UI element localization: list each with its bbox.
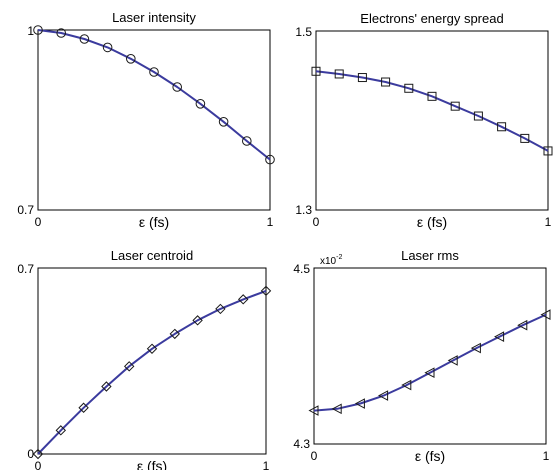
data-point-marker	[331, 403, 342, 415]
chart-1: Laser intensity 0.7 1 0 1 ε (fs)	[17, 10, 275, 230]
y-tick-label: 1.3	[295, 203, 312, 217]
data-point-marker	[33, 25, 43, 35]
data-point-marker	[450, 101, 460, 111]
chart-title: Laser rms	[401, 248, 459, 263]
x-axis-label: ε (fs)	[415, 448, 445, 464]
data-point-marker	[517, 319, 528, 331]
series-line	[37, 289, 267, 455]
x-tick-label: 1	[267, 215, 274, 229]
data-point-marker	[447, 355, 458, 366]
data-point-marker	[354, 398, 365, 409]
data-point-marker	[497, 122, 507, 132]
axes-box	[313, 267, 547, 445]
data-point-marker	[32, 448, 44, 460]
y-multiplier-base: x10	[320, 256, 337, 267]
data-point-marker	[470, 342, 481, 354]
x-tick-label: 1	[543, 449, 550, 463]
data-point-marker	[401, 379, 412, 391]
x-tick-label: 0	[311, 449, 318, 463]
chart-4: Laser rms 4.3 4.5 0 1 ε (fs) x10-2	[293, 248, 551, 464]
data-point-marker	[378, 390, 389, 401]
x-tick-label: 1	[263, 459, 270, 470]
chart-2: Electrons' energy spread 1.3 1.5 0 1 ε (fs)	[295, 11, 553, 230]
x-tick-label: 0	[35, 215, 42, 229]
y-multiplier: x10-2	[320, 254, 342, 267]
data-point-marker	[334, 69, 344, 79]
chart-3: Laser centroid 0 0.7 0 1 ε (fs)	[17, 248, 272, 470]
series-line	[313, 313, 547, 412]
x-axis-label: ε (fs)	[137, 458, 167, 470]
data-point-marker	[169, 328, 181, 340]
y-tick-label: 0	[27, 447, 34, 461]
series-line	[315, 70, 549, 152]
data-point-marker	[146, 343, 158, 354]
y-tick-label: 1	[27, 24, 34, 38]
data-point-marker	[195, 99, 206, 109]
data-point-marker	[242, 136, 252, 146]
data-point-marker	[123, 361, 135, 372]
data-point-marker	[494, 331, 505, 342]
data-point-marker	[102, 42, 113, 53]
data-point-marker	[192, 315, 203, 326]
data-point-marker	[78, 402, 89, 413]
data-point-marker	[237, 294, 249, 305]
data-point-marker	[56, 28, 67, 38]
data-point-marker	[404, 83, 414, 93]
data-point-marker	[543, 146, 553, 156]
data-point-marker	[424, 367, 435, 379]
y-tick-label: 1.5	[295, 25, 312, 39]
y-tick-label: 0.7	[17, 203, 34, 217]
data-point-marker	[215, 303, 226, 315]
data-point-marker	[260, 285, 272, 297]
data-point-marker	[126, 54, 136, 64]
x-tick-label: 0	[313, 215, 320, 229]
data-point-marker	[473, 111, 483, 121]
y-tick-label: 0.7	[17, 262, 34, 276]
axes-box	[37, 29, 271, 211]
chart-title: Electrons' energy spread	[360, 11, 503, 26]
y-tick-label: 4.3	[293, 437, 310, 451]
y-tick-label: 4.5	[293, 262, 310, 276]
data-point-marker	[218, 117, 229, 127]
data-point-marker	[311, 66, 321, 76]
x-axis-label: ε (fs)	[139, 214, 169, 230]
series-line	[37, 29, 271, 161]
data-point-marker	[308, 405, 319, 416]
data-point-marker	[520, 133, 530, 143]
chart-title: Laser centroid	[111, 248, 193, 263]
data-point-marker	[101, 381, 112, 392]
data-point-marker	[357, 73, 367, 83]
x-tick-label: 1	[545, 215, 552, 229]
axes-box	[315, 30, 549, 211]
data-point-marker	[381, 77, 391, 87]
chart-title: Laser intensity	[112, 10, 196, 25]
data-point-marker	[172, 82, 182, 92]
data-point-marker	[79, 34, 90, 44]
x-axis-label: ε (fs)	[417, 214, 447, 230]
y-multiplier-exponent: -2	[336, 254, 342, 261]
data-point-marker	[540, 309, 551, 320]
axes-box	[37, 267, 267, 455]
x-tick-label: 0	[35, 459, 42, 470]
data-point-marker	[149, 67, 159, 77]
data-point-marker	[265, 154, 275, 165]
data-point-marker	[55, 425, 67, 436]
data-point-marker	[427, 91, 437, 101]
